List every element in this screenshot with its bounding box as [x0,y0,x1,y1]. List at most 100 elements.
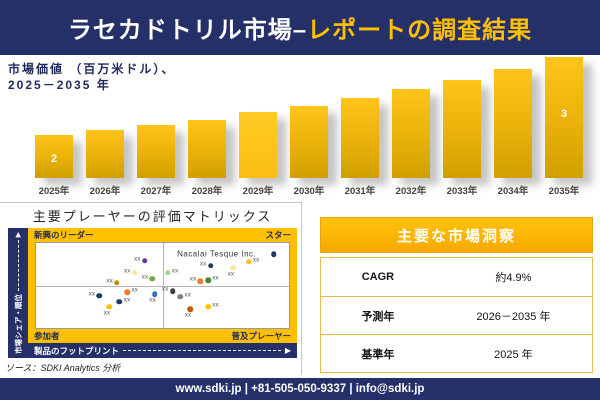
bar-column: 2029年 [239,57,277,201]
bar-2033年 [443,80,481,178]
matrix-point: xx [134,256,148,264]
bar-2025年: 2 [35,135,73,178]
row-label-cagr: CAGR [361,271,395,283]
matrix-y-axis-label: 市場シェア・順位 [13,294,23,354]
arrow-right-icon: ▶ [284,346,291,355]
bar-2032年 [392,89,430,178]
vertical-divider [301,202,302,375]
matrix-y-axis-label-group: 市場シェア・順位 ▶ [8,228,28,358]
matrix-point-label: xx [171,267,179,274]
insights-title: 主要な市場洞察 [320,217,593,253]
bar-2030年 [290,106,328,178]
horizontal-divider [0,202,301,203]
page-title-market: ラセカドトリル市場– [67,17,308,44]
page-title-report: レポートの調査結果 [307,17,533,44]
matrix-title: 主要プレーヤーの評価マトリックス [32,209,273,224]
highlight-company-label: Nacalai Tesque Inc. [177,249,257,259]
bar-year-label: 2033年 [446,186,478,197]
bar-column: 2026年 [86,57,124,201]
row-value-forecast-years: 2026－2035 年 [476,310,551,323]
table-row: 基準年 2025 年 [321,334,592,372]
title-banner: ラセカドトリル市場–レポートの調査結果 [0,0,600,55]
bar-year-label: 2029年 [242,186,274,197]
row-value-cagr: 約4.9% [495,272,532,284]
bar-year-label: 2028年 [191,186,223,197]
matrix-point: xx [162,286,176,295]
matrix-point-label: xx [184,311,192,319]
matrix-y-axis: 市場シェア・順位 ▶ [8,228,28,358]
matrix-point-label: xx [131,286,138,294]
chart-subtitle: 市場価値 （百万米ドル）、 2025－2035 年 [8,61,175,93]
matrix-point-label: xx [149,296,156,304]
dashed-line [123,350,281,351]
matrix-point-label: xx [123,267,131,274]
matrix-point: xx [106,278,120,286]
row-label-base-year: 基準年 [361,348,395,361]
bar-2027年 [137,125,175,178]
bar-year-label: 2027年 [140,186,172,197]
bar-column: 2030年 [290,57,328,201]
matrix-point-label: xx [212,274,219,282]
matrix-plot: Nacalai Tesque Inc. xx xx xx xx xx xx xx xx xx xx… [35,242,290,329]
matrix-point: xx [205,301,219,310]
bar-2028年 [188,120,226,178]
row-value-base-year: 2025 年 [494,348,533,361]
bar-column: 3 2035年 [545,57,583,201]
matrix-point: xx [245,256,259,265]
table-row: 予測年 2026－2035 年 [321,296,592,334]
matrix-point-label: xx [106,277,113,285]
bar-year-label: 2025年 [38,186,70,197]
matrix-point: xx [164,267,178,276]
bar-year-label: 2035年 [548,186,580,198]
matrix-main: 新興のリーダー スター Nacalai Tesque Inc. xx xx xx xx… [28,228,297,358]
table-row: CAGR 約4.9% [321,258,592,296]
arrow-up-icon: ▶ [15,232,22,238]
matrix-point-label: xx [88,289,96,297]
matrix-point: xx [124,267,138,276]
bar-column: 2033年 [443,57,481,201]
matrix-point-label: xx [189,275,197,283]
matrix-point: xx [228,264,237,276]
page-title: ラセカドトリル市場–レポートの調査結果 [68,10,532,45]
bar-column: 2028年 [188,57,226,201]
matrix-top-band: 新興のリーダー スター [28,228,297,242]
matrix-point-label: xx [103,309,111,316]
matrix-point-label: xx [227,269,235,277]
matrix-point: xx [200,261,214,269]
bar-year-label: 2026年 [89,186,121,197]
matrix-point: xx [116,296,130,305]
footer-contact-text: www.sdki.jp | +81-505-050-9337 | info@sd… [175,383,425,395]
chart-subtitle-line1: 市場価値 （百万米ドル）、 [8,62,176,76]
matrix-point: xx [185,306,194,318]
matrix-panel: 市場シェア・順位 ▶ 新興のリーダー スター Nacalai Tesque In… [8,228,297,358]
matrix-point-label: xx [212,301,219,308]
matrix-point: xx [149,291,158,303]
dashed-line [17,240,19,291]
bar-year-label: 2032年 [395,186,427,197]
bar-value-label: 2 [50,153,58,166]
source-note: ソース：SDKI Analytics 分析 [5,363,121,373]
matrix-point [271,251,277,257]
matrix-point: xx [104,304,113,316]
insights-panel: 主要な市場洞察 CAGR 約4.9% 予測年 2026－2035 年 基準年 2… [320,217,593,373]
matrix-point: xx [190,276,204,284]
bar-year-label: 2031年 [344,186,376,197]
quadrant-label-emerging-leaders: 新興のリーダー [34,230,94,240]
bar-chart: 2 2025年 2026年 2027年 2028年 2029年 2030年 2031年 2032… [35,57,583,201]
matrix-point-label: xx [141,272,149,280]
matrix-point-label: xx [199,260,207,268]
insights-table: CAGR 約4.9% 予測年 2026－2035 年 基準年 2025 年 [320,257,593,373]
matrix-bottom-band: 参加者 普及プレーヤー [28,329,297,343]
bar-column: 2027年 [137,57,175,201]
matrix-point-label: xx [184,290,191,298]
matrix-point-label: xx [161,285,169,293]
bar-column: 2032年 [392,57,430,201]
matrix-point: xx [124,287,138,296]
matrix-point: xx [89,290,102,299]
matrix-point-label: xx [252,255,260,263]
bar-column: 2034年 [494,57,532,201]
matrix-point-label: xx [123,295,131,303]
bar-2035年: 3 [545,57,583,179]
matrix-point-label: xx [134,255,141,263]
